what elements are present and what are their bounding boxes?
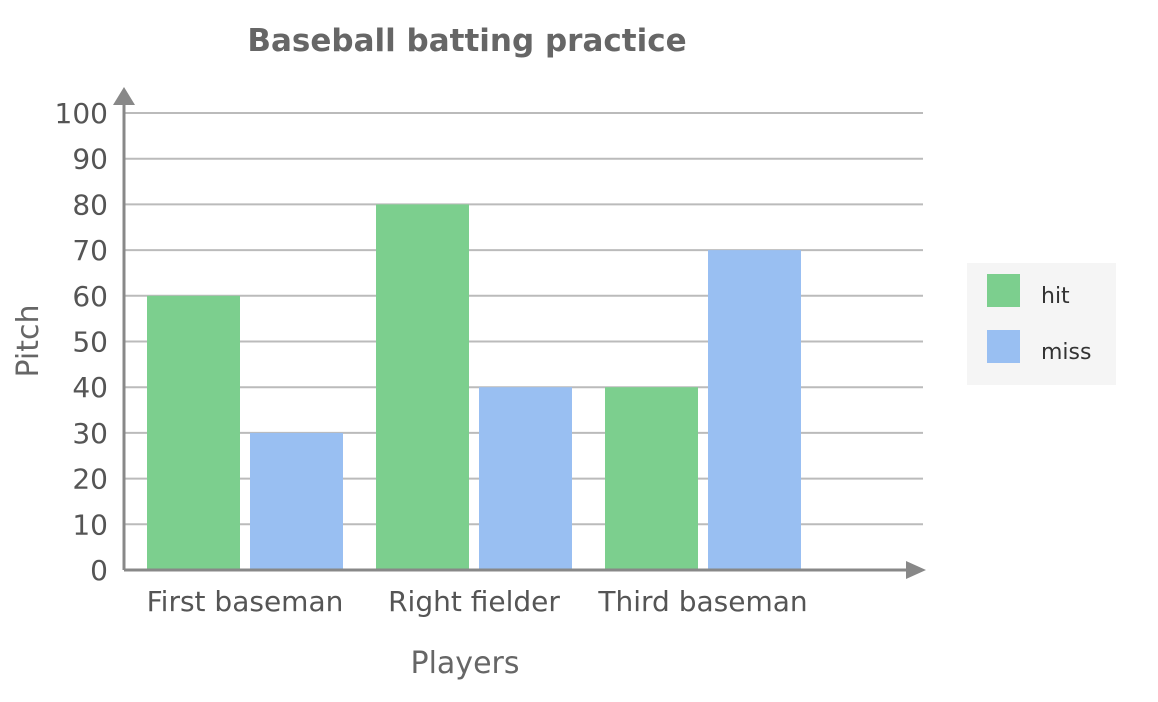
x-category-labels: First baseman Right fielder Third baseman: [147, 585, 808, 618]
legend-label-miss: miss: [1041, 340, 1091, 365]
y-tick-label: 50: [72, 326, 108, 359]
y-axis-title: Pitch: [11, 304, 46, 377]
y-tick-label: 10: [72, 508, 108, 541]
bar-hit: [376, 204, 469, 570]
y-tick-label: 30: [72, 417, 108, 450]
y-tick-label: 60: [72, 280, 108, 313]
x-category-label: Third baseman: [597, 585, 807, 618]
y-tick-label: 70: [72, 234, 108, 267]
bar-miss: [250, 432, 343, 570]
y-tick-label: 90: [72, 143, 108, 176]
chart-title: Baseball batting practice: [247, 23, 686, 59]
y-axis-arrow: [113, 87, 135, 105]
bar-miss: [479, 387, 572, 570]
x-axis-title: Players: [411, 646, 520, 681]
legend: hit miss: [967, 263, 1116, 385]
y-tick-label: 100: [55, 97, 108, 130]
bar-hit: [605, 387, 698, 570]
bars: [147, 204, 801, 570]
x-axis-arrow: [906, 561, 926, 579]
bar-miss: [708, 250, 801, 570]
x-category-label: First baseman: [147, 585, 344, 618]
y-tick-label: 0: [90, 554, 108, 587]
x-category-label: Right fielder: [388, 585, 560, 618]
legend-label-hit: hit: [1041, 284, 1070, 309]
y-tick-label: 40: [72, 371, 108, 404]
y-tick-label: 80: [72, 188, 108, 221]
y-tick-label: 20: [72, 463, 108, 496]
y-tick-labels: 0 10 20 30 40 50 60 70 80 90 100: [55, 97, 108, 587]
legend-swatch-hit: [987, 274, 1020, 307]
legend-swatch-miss: [987, 330, 1020, 363]
bar-hit: [147, 295, 240, 570]
